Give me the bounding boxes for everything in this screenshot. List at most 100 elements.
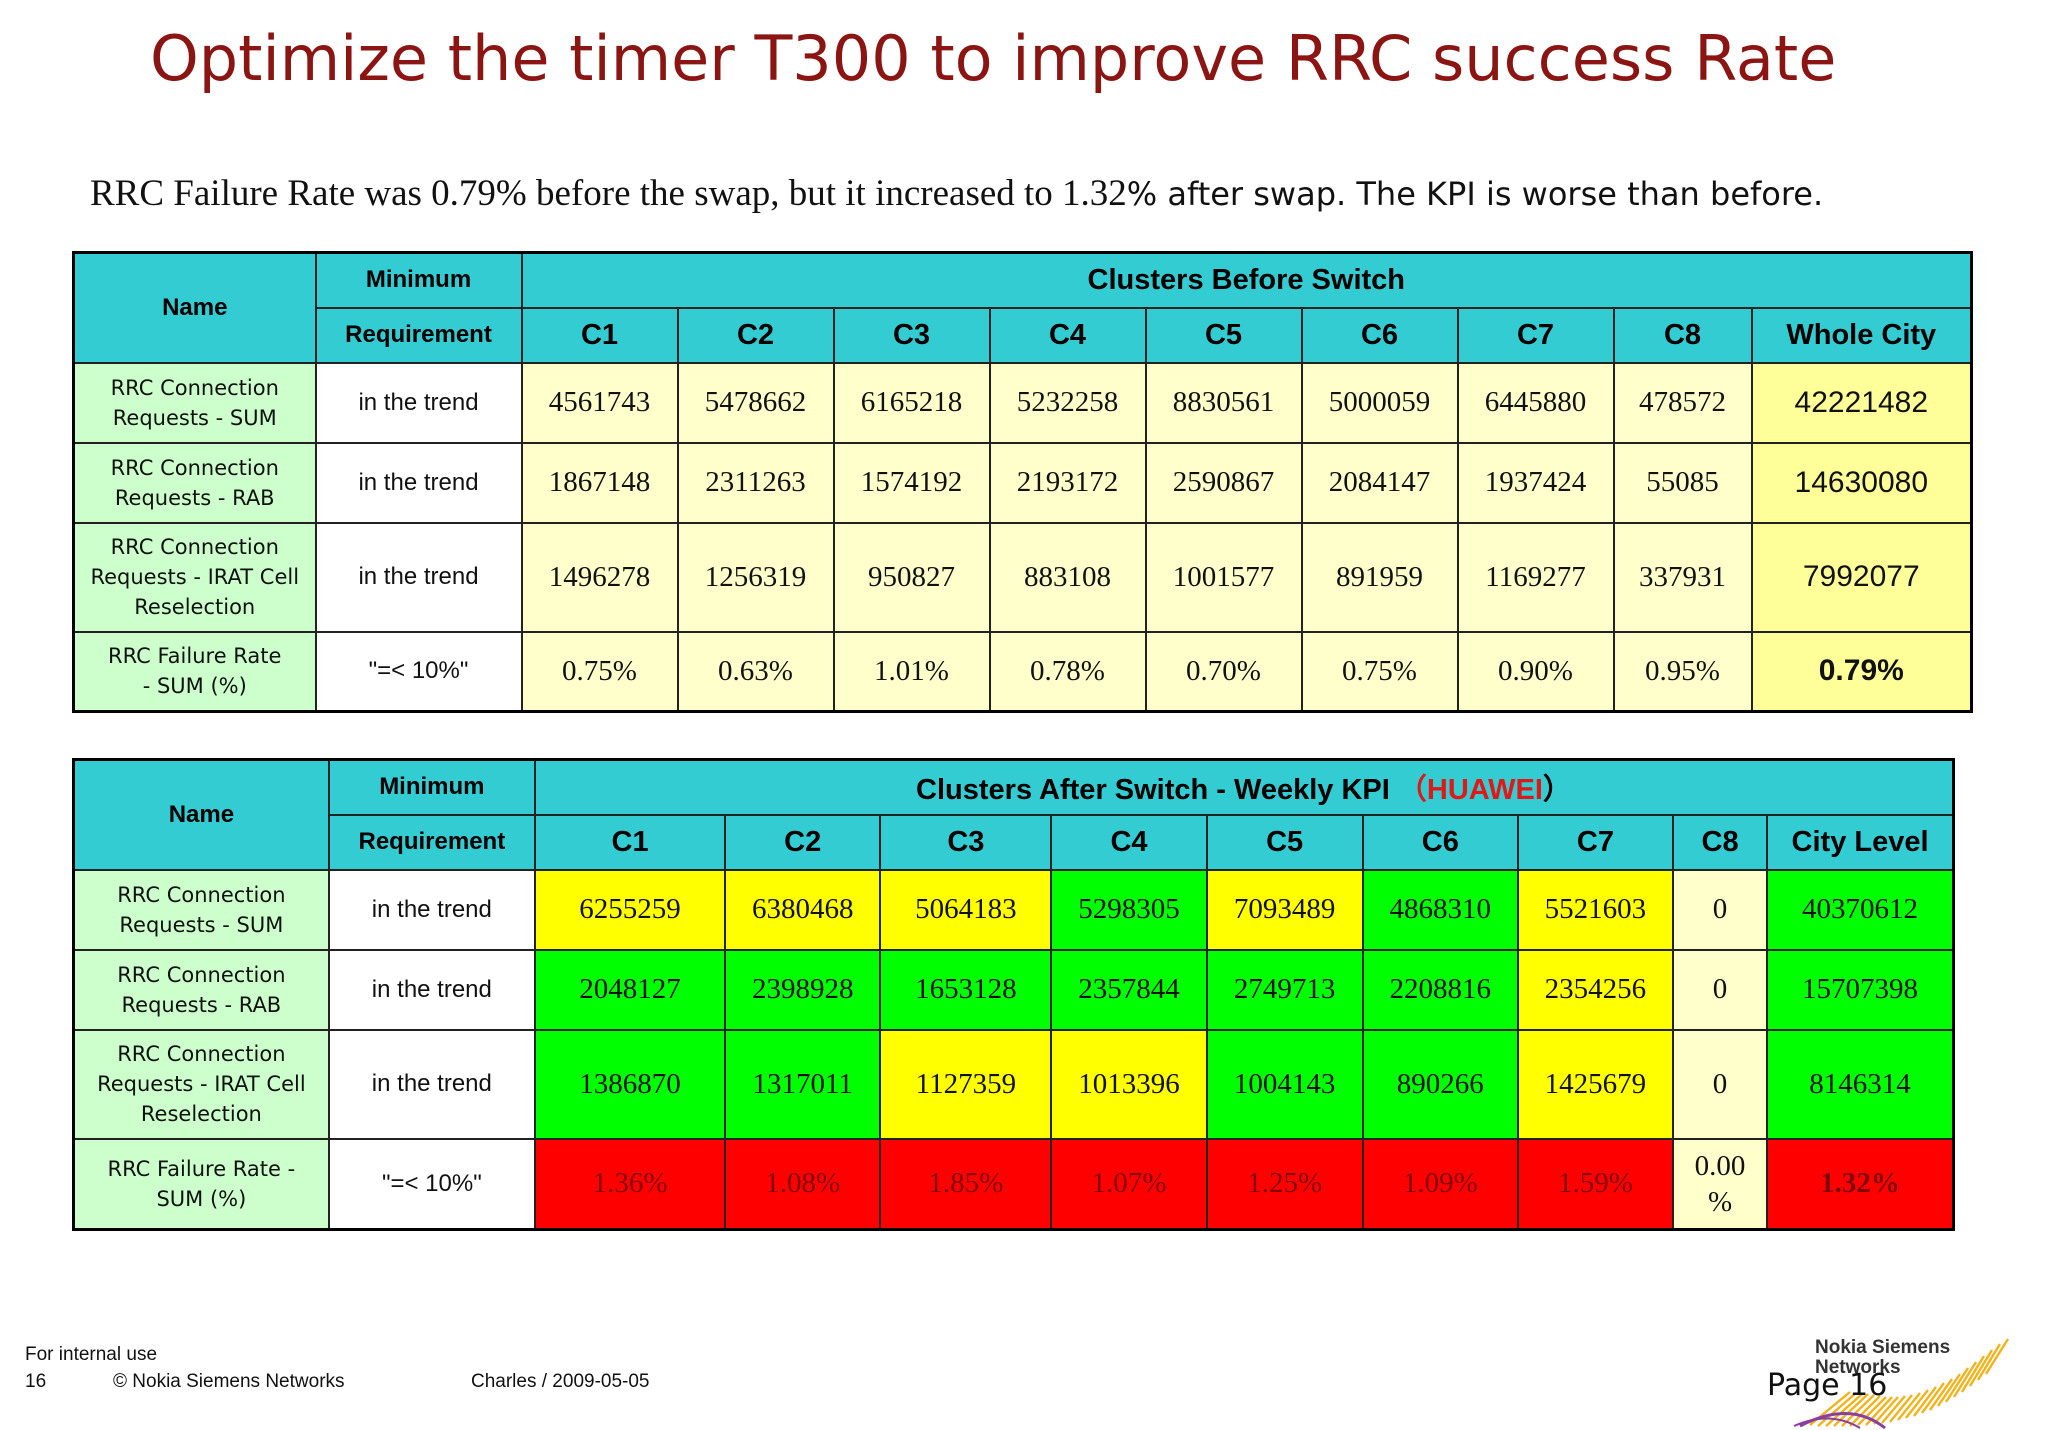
clusters-before-table: Name Minimum Clusters Before Switch Requ… <box>72 251 1974 713</box>
whole-city-cell: 42221482 <box>1750 361 1973 444</box>
table-cell: 1001577 <box>1144 521 1303 633</box>
table-cell: 5521603 <box>1516 868 1675 951</box>
table-cell: 1.08% <box>724 1137 882 1231</box>
table-cell: 890266 <box>1361 1028 1519 1140</box>
table-cell: 6255259 <box>533 868 727 951</box>
table-cell: 0 <box>1671 948 1769 1031</box>
table-cell: 478572 <box>1612 361 1753 444</box>
table-row: RRC Connection Requests - RAB in the tren… <box>72 441 1973 524</box>
table-cell: 883108 <box>988 521 1147 633</box>
table-cell: 5064183 <box>879 868 1053 951</box>
min-requirement-header-2: Requirement <box>327 813 536 871</box>
table-cell: 1.59% <box>1516 1137 1675 1231</box>
table-cell: 0.70% <box>1144 630 1303 713</box>
row-name: RRC Connection Requests - SUM <box>72 868 330 951</box>
row-requirement: in the trend <box>314 521 523 633</box>
table-cell: 1.25% <box>1205 1137 1364 1231</box>
min-requirement-header-1: Minimum <box>314 251 523 309</box>
name-header: Name <box>72 758 330 871</box>
row-requirement: in the trend <box>314 441 523 524</box>
table-cell: 2590867 <box>1144 441 1303 524</box>
table-cell: 2749713 <box>1205 948 1364 1031</box>
row-name: RRC Connection Requests - RAB <box>72 441 317 524</box>
table-cell: 1937424 <box>1456 441 1615 524</box>
nokia-siemens-logo-swoosh <box>1793 1338 2010 1430</box>
city-level-cell: 15707398 <box>1766 948 1955 1031</box>
table-cell: 1867148 <box>520 441 679 524</box>
table-cell: 5000059 <box>1300 361 1459 444</box>
table-cell: 2084147 <box>1300 441 1459 524</box>
table-cell: 891959 <box>1300 521 1459 633</box>
column-header-city-level: City Level <box>1766 813 1955 871</box>
table-cell: 0.75% <box>520 630 679 713</box>
table-cell: 2357844 <box>1050 948 1208 1031</box>
table-cell: 1317011 <box>724 1028 882 1140</box>
slide-subtitle: RRC Failure Rate was 0.79% before the sw… <box>90 172 1823 215</box>
table-cell: 0 <box>1671 1028 1769 1140</box>
whole-city-cell: 7992077 <box>1750 521 1973 633</box>
column-header: C3 <box>879 813 1053 871</box>
column-header-whole-city: Whole City <box>1750 306 1973 364</box>
table-cell: 1.09% <box>1361 1137 1519 1231</box>
table-cell: 1127359 <box>879 1028 1053 1140</box>
table-cell: 1653128 <box>879 948 1053 1031</box>
table-cell: 4868310 <box>1361 868 1519 951</box>
table-cell: 5298305 <box>1050 868 1208 951</box>
table-cell: 1574192 <box>832 441 991 524</box>
table-row: RRC Connection Requests - SUM in the tren… <box>72 868 1955 951</box>
min-requirement-header-2: Requirement <box>314 306 523 364</box>
row-name: RRC Failure Rate - SUM (%) <box>72 1137 330 1231</box>
table-cell: 2048127 <box>533 948 727 1031</box>
row-requirement: in the trend <box>327 1028 536 1140</box>
table-row: RRC Failure Rate - SUM (%) "=< 10%" 0.75%… <box>72 630 1973 713</box>
subtitle-percent: % <box>1126 175 1158 213</box>
column-header: C1 <box>533 813 727 871</box>
table-row: RRC Connection Requests - IRAT Cell Resele… <box>72 521 1973 633</box>
table-row: RRC Connection Requests - SUM in the tren… <box>72 361 1973 444</box>
column-header: C8 <box>1671 813 1769 871</box>
logo-text: Nokia Siemens Networks <box>1815 1337 1951 1378</box>
table-cell: 2398928 <box>724 948 882 1031</box>
table-row: RRC Failure Rate - SUM (%) "=< 10%" 1.36%… <box>72 1137 1955 1231</box>
table-cell: 1169277 <box>1456 521 1615 633</box>
footer-copyright: © Nokia Siemens Networks <box>113 1371 345 1392</box>
row-requirement: in the trend <box>327 868 536 951</box>
name-header: Name <box>72 251 317 364</box>
column-header: C4 <box>1050 813 1208 871</box>
table-cell: 2193172 <box>988 441 1147 524</box>
table-cell: 2208816 <box>1361 948 1519 1031</box>
table-cell: 6165218 <box>832 361 991 444</box>
column-header: C5 <box>1144 306 1303 364</box>
city-level-cell: 40370612 <box>1766 868 1955 951</box>
row-name: RRC Connection Requests - IRAT Cell Resele… <box>72 521 317 633</box>
vendor-name: HUAWEI <box>1426 774 1543 807</box>
table-cell: 950827 <box>832 521 991 633</box>
row-name: RRC Failure Rate - SUM (%) <box>72 630 317 713</box>
whole-city-cell: 0.79% <box>1750 630 1973 713</box>
table-cell: 5478662 <box>676 361 835 444</box>
table-row: RRC Connection Requests - RAB in the tren… <box>72 948 1955 1031</box>
table-cell: 2354256 <box>1516 948 1675 1031</box>
table-cell: 6380468 <box>724 868 882 951</box>
table-cell: 1256319 <box>676 521 835 633</box>
column-header: C6 <box>1361 813 1519 871</box>
row-name: RRC Connection Requests - RAB <box>72 948 330 1031</box>
table-cell: 1.01% <box>832 630 991 713</box>
table-cell: 337931 <box>1612 521 1753 633</box>
row-requirement: in the trend <box>314 361 523 444</box>
footer-internal: For internal use <box>25 1344 158 1365</box>
table-cell: 0.00% <box>1671 1137 1769 1231</box>
table-cell: 1004143 <box>1205 1028 1364 1140</box>
clusters-after-table: Name Minimum Clusters After Switch - Wee… <box>72 758 1955 1231</box>
column-header: C5 <box>1205 813 1364 871</box>
table-cell: 1.07% <box>1050 1137 1208 1231</box>
page-label: Page 16 <box>1767 1368 1888 1403</box>
whole-city-cell: 14630080 <box>1750 441 1973 524</box>
table-cell: 0.95% <box>1612 630 1753 713</box>
row-requirement: in the trend <box>327 948 536 1031</box>
row-name: RRC Connection Requests - SUM <box>72 361 317 444</box>
footer-page-number: 16 <box>25 1371 47 1392</box>
column-header: C7 <box>1456 306 1615 364</box>
table-cell: 0.75% <box>1300 630 1459 713</box>
table-cell: 0.90% <box>1456 630 1615 713</box>
